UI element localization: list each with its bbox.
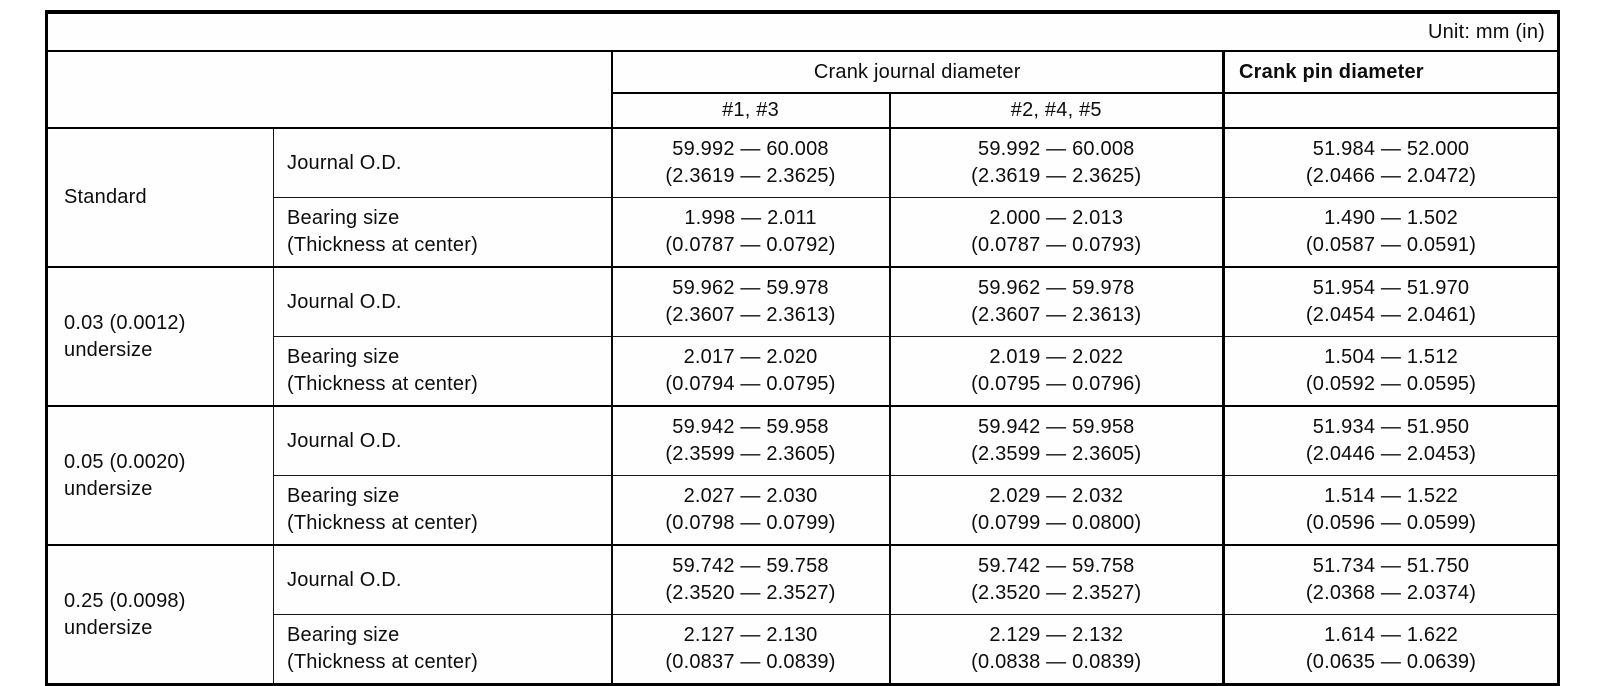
size-label-003-undersize: 0.03 (0.0012) undersize	[46, 266, 274, 407]
header-corner-cell	[46, 50, 613, 129]
measure-label-journal-od: Journal O.D.	[273, 266, 612, 337]
value-cell: 59.962 — 59.978 (2.3607 — 2.3613)	[888, 266, 1224, 337]
size-label-line: undersize	[64, 338, 153, 361]
value-cell: 2.019 — 2.022 (0.0795 — 0.0796)	[888, 336, 1224, 407]
measure-label-journal-od: Journal O.D.	[273, 405, 612, 476]
value-cell: 2.027 — 2.030 (0.0798 — 0.0799)	[610, 475, 890, 546]
table-row: Bearing size (Thickness at center) 1.998…	[47, 197, 1560, 268]
measure-label-journal-od: Journal O.D.	[273, 544, 612, 615]
value-cell: 59.992 — 60.008 (2.3619 — 2.3625)	[610, 127, 890, 198]
size-label-standard: Standard	[46, 127, 274, 268]
size-label-005-undersize: 0.05 (0.0020) undersize	[46, 405, 274, 546]
table-row: Crank journal diameter Crank pin diamete…	[46, 50, 1560, 129]
value-cell: 51.984 — 52.000 (2.0466 — 2.0472)	[1221, 127, 1560, 198]
table-row: 0.05 (0.0020) undersize Journal O.D. 59.…	[46, 405, 1560, 546]
table-row: #1, #3 #2, #4, #5	[47, 92, 1560, 129]
size-label-line: undersize	[64, 477, 153, 500]
value-cell: 2.000 — 2.013 (0.0787 — 0.0793)	[888, 197, 1224, 268]
size-label-line: undersize	[64, 616, 153, 639]
header-journal-1-3: #1, #3	[610, 92, 890, 129]
value-cell: 59.942 — 59.958 (2.3599 — 2.3605)	[888, 405, 1224, 476]
value-cell: 59.742 — 59.758 (2.3520 — 2.3527)	[610, 544, 890, 615]
size-label-line: 0.25 (0.0098)	[64, 589, 186, 612]
header-crank-journal-diameter: Crank journal diameter	[610, 50, 1224, 94]
measure-label-bearing-size: Bearing size (Thickness at center)	[273, 475, 612, 546]
value-cell: 59.992 — 60.008 (2.3619 — 2.3625)	[888, 127, 1224, 198]
crankshaft-spec-table: Unit: mm (in) Crank journal diameter Cra…	[45, 10, 1561, 686]
value-cell: 2.017 — 2.020 (0.0794 — 0.0795)	[610, 336, 890, 407]
value-cell: 51.934 — 51.950 (2.0446 — 2.0453)	[1221, 405, 1560, 476]
table-row: Standard Journal O.D. 59.992 — 60.008 (2…	[46, 127, 1560, 268]
table-row: Bearing size (Thickness at center) 2.017…	[47, 336, 1560, 407]
size-label-line: 0.05 (0.0020)	[64, 450, 186, 473]
value-cell: 2.029 — 2.032 (0.0799 — 0.0800)	[888, 475, 1224, 546]
value-cell: 1.514 — 1.522 (0.0596 — 0.0599)	[1221, 475, 1560, 546]
size-label-line: 0.03 (0.0012)	[64, 311, 186, 334]
document-page: Unit: mm (in) Crank journal diameter Cra…	[45, 10, 1561, 686]
value-cell: 2.129 — 2.132 (0.0838 — 0.0839)	[888, 614, 1224, 685]
header-journal-2-4-5: #2, #4, #5	[888, 92, 1224, 129]
size-label-line: Standard	[64, 186, 147, 208]
value-cell: 51.734 — 51.750 (2.0368 — 2.0374)	[1221, 544, 1560, 615]
table-row: Bearing size (Thickness at center) 2.027…	[47, 475, 1560, 546]
value-cell: 2.127 — 2.130 (0.0837 — 0.0839)	[610, 614, 890, 685]
measure-label-bearing-size: Bearing size (Thickness at center)	[273, 197, 612, 268]
value-cell: 51.954 — 51.970 (2.0454 — 2.0461)	[1221, 266, 1560, 337]
measure-label-bearing-size: Bearing size (Thickness at center)	[273, 614, 612, 685]
header-crank-pin-diameter: Crank pin diameter	[1221, 50, 1560, 94]
unit-label: Unit: mm (in)	[45, 11, 1560, 52]
table-row: 0.25 (0.0098) undersize Journal O.D. 59.…	[46, 544, 1560, 685]
value-cell: 1.998 — 2.011 (0.0787 — 0.0792)	[610, 197, 890, 268]
value-cell: 59.742 — 59.758 (2.3520 — 2.3527)	[888, 544, 1224, 615]
measure-label-bearing-size: Bearing size (Thickness at center)	[273, 336, 612, 407]
value-cell: 59.942 — 59.958 (2.3599 — 2.3605)	[610, 405, 890, 476]
measure-label-journal-od: Journal O.D.	[273, 127, 612, 198]
value-cell: 1.490 — 1.502 (0.0587 — 0.0591)	[1221, 197, 1560, 268]
table-row: Bearing size (Thickness at center) 2.127…	[47, 614, 1560, 685]
value-cell: 1.504 — 1.512 (0.0592 — 0.0595)	[1221, 336, 1560, 407]
value-cell: 59.962 — 59.978 (2.3607 — 2.3613)	[610, 266, 890, 337]
table-row: 0.03 (0.0012) undersize Journal O.D. 59.…	[46, 266, 1560, 407]
value-cell: 1.614 — 1.622 (0.0635 — 0.0639)	[1221, 614, 1560, 685]
table-row: Unit: mm (in)	[45, 11, 1560, 52]
size-label-025-undersize: 0.25 (0.0098) undersize	[46, 544, 274, 685]
header-pin-empty-cell	[1221, 92, 1560, 129]
